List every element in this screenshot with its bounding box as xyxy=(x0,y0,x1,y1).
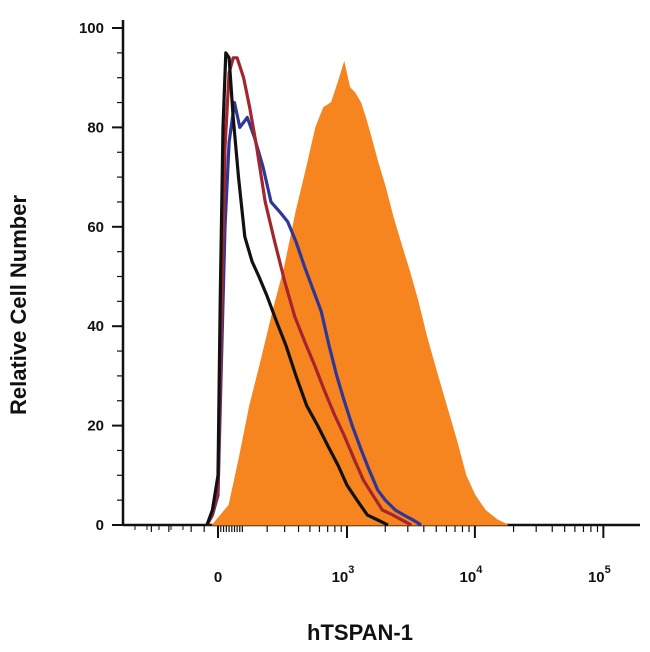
x-tick-label: 105 xyxy=(588,564,611,586)
x-tick-base: 0 xyxy=(214,569,222,586)
x-tick-label: 103 xyxy=(332,564,355,586)
series-line-3 xyxy=(205,51,389,527)
y-axis-ticks: 0 20 40 60 80 100 xyxy=(79,20,123,534)
x-axis-title: hTSPAN-1 xyxy=(307,620,413,645)
series-line-1 xyxy=(205,101,422,527)
y-tick-label: 20 xyxy=(87,418,104,435)
x-tick-exponent: 5 xyxy=(605,564,611,576)
series-filled-histogram xyxy=(211,60,508,526)
y-tick-label: 100 xyxy=(79,20,104,37)
series-line-2 xyxy=(205,56,413,527)
x-tick-exponent: 3 xyxy=(348,564,354,576)
y-tick-label: 60 xyxy=(87,219,104,236)
y-tick-label: 40 xyxy=(87,318,104,335)
y-axis-title: Relative Cell Number xyxy=(6,195,31,416)
x-tick-label: 104 xyxy=(460,564,484,586)
x-tick-exponent: 4 xyxy=(476,564,483,576)
y-tick-label: 80 xyxy=(87,119,104,136)
series-layer xyxy=(205,51,508,527)
x-tick-base: 10 xyxy=(332,569,349,586)
x-tick-base: 10 xyxy=(588,569,605,586)
x-tick-base: 10 xyxy=(460,569,477,586)
x-tick-label: 0 xyxy=(214,569,222,586)
y-tick-label: 0 xyxy=(96,517,104,534)
x-axis-ticks: 0 103 104 105 xyxy=(134,525,611,586)
